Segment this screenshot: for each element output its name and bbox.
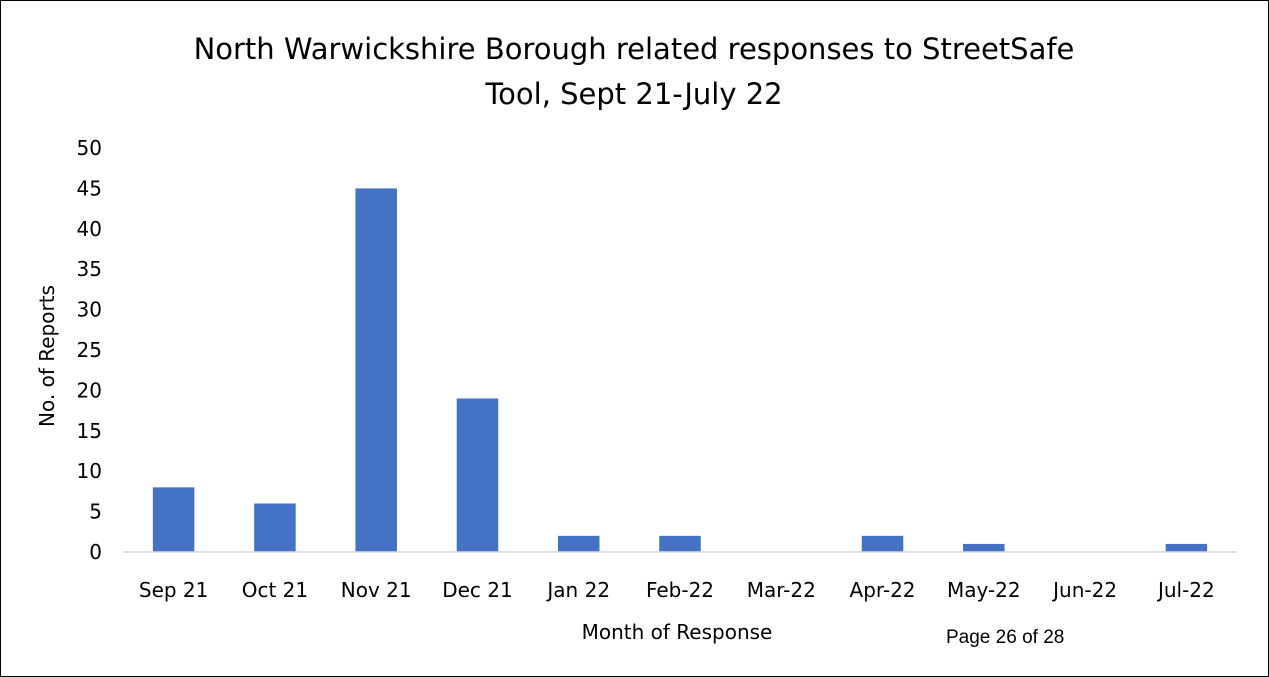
x-tick-label: Sep 21 bbox=[139, 578, 209, 602]
y-tick-label: 25 bbox=[77, 338, 102, 362]
x-tick-label: Dec 21 bbox=[442, 578, 513, 602]
y-tick-label: 10 bbox=[77, 459, 102, 483]
x-tick-label: Mar-22 bbox=[747, 578, 816, 602]
bar bbox=[963, 543, 1005, 552]
x-tick-label: Feb-22 bbox=[646, 578, 714, 602]
bar bbox=[355, 188, 397, 552]
y-tick-label: 45 bbox=[77, 176, 102, 200]
x-tick-label: Jan 22 bbox=[545, 578, 610, 602]
bar bbox=[861, 535, 904, 552]
y-tick-label: 15 bbox=[77, 419, 102, 443]
y-tick-label: 50 bbox=[77, 136, 102, 160]
x-axis-ticks: Sep 21 Oct 21 Nov 21 Dec 21 Jan 22 Feb-22 Mar-… bbox=[139, 578, 1215, 602]
y-tick-label: 30 bbox=[77, 298, 102, 322]
chart-title-line-2: Tool, Sept 21-July 22 bbox=[484, 77, 782, 111]
y-tick-label: 40 bbox=[77, 217, 102, 241]
bar bbox=[254, 503, 296, 552]
x-axis-label: Month of Response bbox=[582, 620, 773, 644]
x-tick-label: Apr-22 bbox=[850, 578, 916, 602]
y-tick-label: 35 bbox=[77, 257, 102, 281]
y-axis-label: No. of Reports bbox=[35, 285, 59, 427]
bar bbox=[1165, 543, 1208, 552]
x-tick-label: Nov 21 bbox=[341, 578, 412, 602]
y-tick-label: 20 bbox=[77, 378, 102, 402]
x-tick-label: May-22 bbox=[947, 578, 1021, 602]
bar bbox=[152, 487, 195, 552]
y-tick-label: 0 bbox=[89, 540, 102, 564]
x-tick-label: Jun-22 bbox=[1051, 578, 1117, 602]
page-number: Page 26 of 28 bbox=[946, 627, 1065, 648]
bar bbox=[557, 535, 600, 552]
y-axis-ticks: 0 5 10 15 20 25 30 35 40 45 50 bbox=[77, 136, 102, 564]
x-tick-label: Oct 21 bbox=[242, 578, 308, 602]
y-tick-label: 5 bbox=[89, 500, 102, 524]
bars bbox=[152, 188, 1208, 552]
bar bbox=[456, 398, 499, 552]
x-tick-label: Jul-22 bbox=[1156, 578, 1215, 602]
bar bbox=[659, 535, 701, 552]
chart-title-line-1: North Warwickshire Borough related respo… bbox=[194, 32, 1075, 66]
